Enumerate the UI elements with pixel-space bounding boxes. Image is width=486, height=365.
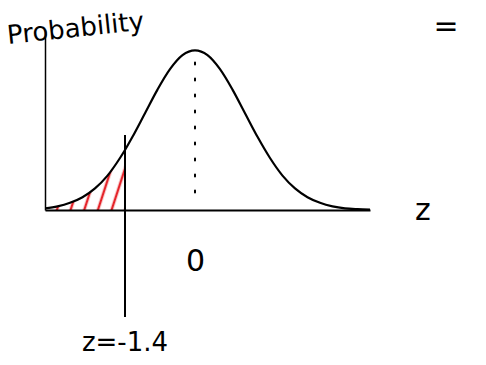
annotation: =: [433, 8, 458, 43]
center-line: [194, 62, 196, 206]
cut-label: z=-1.4: [82, 327, 168, 357]
y-axis-line: [45, 31, 47, 211]
x-tick: 0: [186, 210, 205, 278]
cut-line: [124, 135, 126, 317]
chart: 0 z=-1.4 = Probability z: [0, 0, 486, 365]
plot-area: [45, 50, 370, 210]
x-axis-title: z: [415, 192, 431, 227]
x-tick-label: 0: [186, 243, 205, 278]
x-axis-line: [46, 209, 371, 211]
y-axis: [45, 31, 46, 211]
shaded-tail: [45, 150, 125, 210]
y-axis-title: Probability: [5, 6, 145, 50]
curve: [45, 50, 370, 209]
x-axis: 0: [46, 210, 371, 278]
